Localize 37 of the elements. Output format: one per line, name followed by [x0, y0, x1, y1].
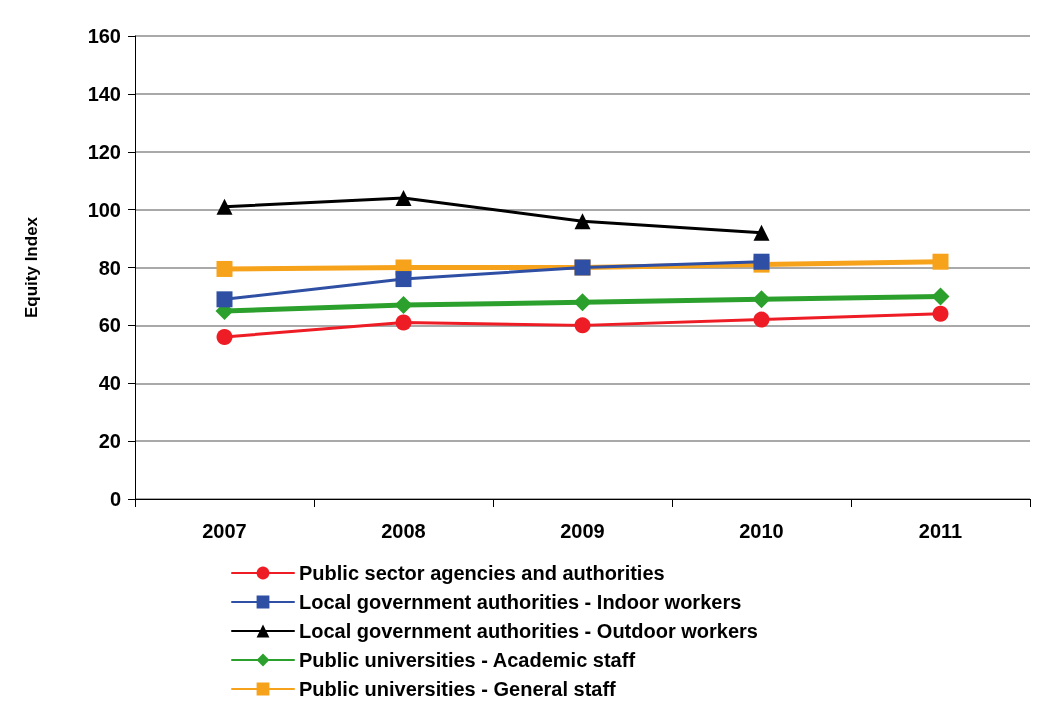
x-tick-label: 2007 [202, 520, 247, 542]
y-tick-label: 100 [87, 198, 121, 221]
y-axis-title: Equity Index [22, 216, 41, 319]
x-tick-label: 2009 [560, 520, 605, 542]
point [932, 253, 949, 270]
point [216, 198, 233, 215]
y-tick-label: 120 [87, 140, 121, 163]
point [574, 213, 591, 230]
y-tick-label: 60 [98, 314, 121, 337]
y-tick-label: 160 [87, 25, 121, 47]
point [216, 260, 233, 277]
y-tick-label: 140 [87, 82, 121, 105]
point [216, 328, 233, 345]
x-tick-label: 2011 [918, 520, 963, 542]
legend-label: Public sector agencies and authorities [299, 562, 665, 584]
point [216, 291, 233, 308]
point [753, 311, 770, 328]
legend-label: Public universities - General staff [299, 678, 617, 700]
y-tick-label: 20 [98, 430, 121, 453]
x-tick-label: 2008 [381, 520, 426, 542]
point [574, 317, 591, 334]
y-tick-label: 40 [98, 372, 121, 395]
legend-label: Local government authorities - Outdoor workers [299, 620, 758, 642]
point [931, 287, 950, 306]
y-tick-label: 0 [109, 488, 121, 510]
point [395, 190, 412, 207]
y-tick-label: 80 [98, 256, 121, 279]
legend-label: Public universities - Academic staff [299, 649, 636, 671]
point [573, 293, 592, 312]
point [395, 271, 412, 288]
point [395, 314, 412, 331]
point [932, 305, 949, 322]
point [752, 290, 771, 309]
point [394, 296, 413, 315]
legend-label: Local government authorities - Indoor workers [299, 591, 742, 613]
x-tick-label: 2010 [739, 520, 784, 542]
point [753, 224, 770, 241]
